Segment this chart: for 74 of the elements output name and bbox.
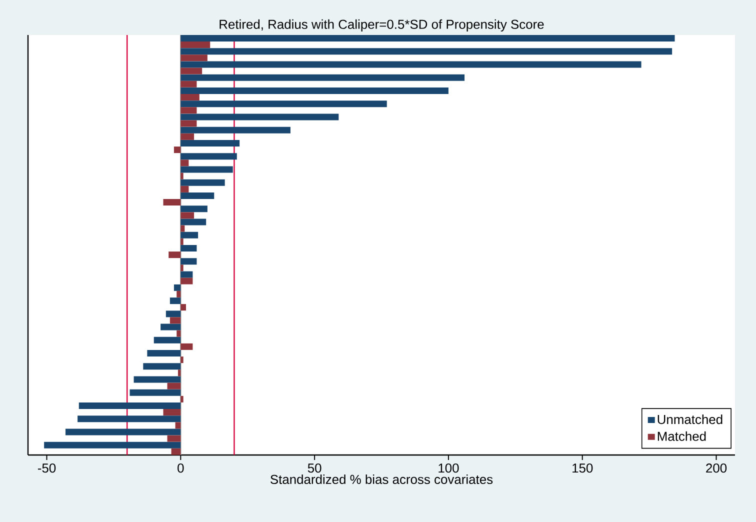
bar: [167, 435, 181, 442]
bar: [180, 238, 184, 245]
bar: [78, 402, 181, 410]
bar: [176, 330, 181, 337]
bar: [180, 74, 465, 81]
bar: [180, 206, 208, 212]
bar: [180, 100, 387, 108]
bar: [180, 120, 197, 127]
bar: [166, 310, 181, 318]
bar: [167, 382, 181, 390]
bar: [175, 422, 181, 429]
bar: [180, 396, 184, 402]
bar: [163, 409, 181, 416]
bar: [180, 278, 193, 284]
bar: [168, 252, 181, 258]
bar: [78, 416, 181, 422]
bar: [174, 284, 181, 291]
bar: [180, 42, 210, 48]
bar: [180, 264, 184, 272]
bar: [180, 186, 189, 192]
chart-title: Retired, Radius with Caliper=0.5*SD of Propensity Score: [220, 19, 544, 32]
bar: [180, 35, 675, 42]
bar: [180, 133, 194, 140]
bar: [134, 376, 181, 383]
bar: [130, 389, 181, 396]
bar: [180, 88, 448, 94]
bar: [180, 258, 197, 265]
bar: [180, 212, 194, 219]
bar: [180, 61, 642, 68]
bar: [170, 317, 181, 324]
bar: [180, 140, 240, 147]
bar: [180, 68, 202, 74]
bar: [180, 166, 233, 173]
bar: [180, 304, 186, 311]
x-tick-label: 0: [178, 464, 184, 473]
x-axis-title: Standardized % bias across covariates: [270, 474, 493, 484]
bar: [180, 48, 672, 55]
bar: [171, 448, 181, 455]
legend-label: Matched: [658, 431, 706, 441]
bar: [154, 336, 181, 344]
bar: [180, 114, 339, 120]
x-tick-label: 50: [308, 464, 322, 473]
bar: [180, 271, 193, 278]
bar: [163, 199, 181, 206]
x-tick-label: 100: [438, 464, 459, 473]
x-tick-label: -50: [38, 464, 56, 473]
bar: [180, 179, 225, 186]
bar: [178, 370, 181, 376]
bar: [44, 442, 181, 448]
bar: [180, 172, 184, 180]
bar: [66, 428, 181, 436]
bar: [180, 356, 184, 364]
bar: [147, 350, 181, 357]
bar: [180, 54, 208, 62]
bar: [170, 298, 181, 304]
bar: [174, 146, 181, 154]
bar: [180, 343, 193, 350]
legend-label: Unmatched: [658, 414, 722, 424]
bar: [180, 107, 197, 114]
bar: [180, 126, 290, 134]
bar: [180, 232, 198, 238]
bar: [160, 324, 181, 330]
bar: [180, 160, 189, 166]
bar: [180, 225, 185, 232]
bar: [180, 153, 237, 160]
bar: [180, 245, 197, 252]
bar: [180, 192, 214, 200]
bar: [176, 290, 181, 298]
x-tick-label: 200: [706, 464, 727, 473]
bar: [180, 218, 206, 226]
x-tick-label: 150: [572, 464, 593, 473]
bar: [180, 80, 197, 88]
bar: [180, 94, 200, 101]
bar: [143, 363, 181, 370]
